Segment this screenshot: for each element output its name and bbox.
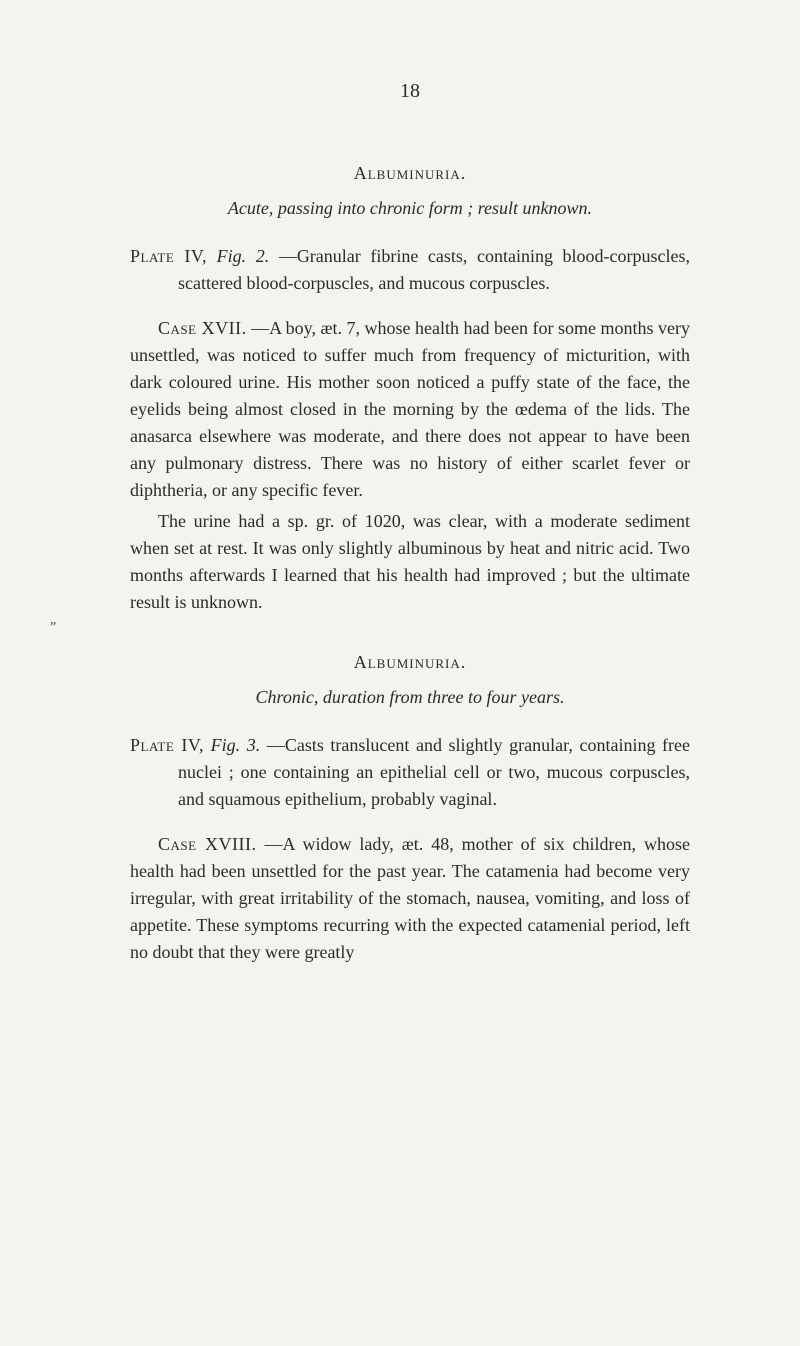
- case-text-1a: —A boy, æt. 7, whose health had been for…: [130, 318, 690, 500]
- section-heading-1: Albuminuria.: [130, 163, 690, 184]
- section-subtitle-1: Acute, passing into chronic form ; resul…: [130, 198, 690, 219]
- margin-mark: ”: [50, 620, 56, 636]
- case-label-2: Case XVIII.: [158, 834, 257, 854]
- case-paragraph-1b: The urine had a sp. gr. of 1020, was cle…: [130, 508, 690, 616]
- plate-label-2: Plate IV,: [130, 735, 204, 755]
- case-paragraph-2a: Case XVIII. —A widow lady, æt. 48, mothe…: [130, 831, 690, 966]
- section-heading-2: Albuminuria.: [130, 652, 690, 673]
- plate-fig-1: Fig. 2.: [217, 246, 270, 266]
- page-number: 18: [130, 80, 690, 103]
- case-label-1: Case XVII.: [158, 318, 247, 338]
- plate-paragraph-1: Plate IV, Fig. 2. —Granular fibrine cast…: [130, 243, 690, 297]
- plate-label-1: Plate IV,: [130, 246, 207, 266]
- plate-fig-2: Fig. 3.: [211, 735, 261, 755]
- case-paragraph-1a: Case XVII. —A boy, æt. 7, whose health h…: [130, 315, 690, 504]
- plate-paragraph-2: Plate IV, Fig. 3. —Casts translucent and…: [130, 732, 690, 813]
- section-subtitle-2: Chronic, duration from three to four yea…: [130, 687, 690, 708]
